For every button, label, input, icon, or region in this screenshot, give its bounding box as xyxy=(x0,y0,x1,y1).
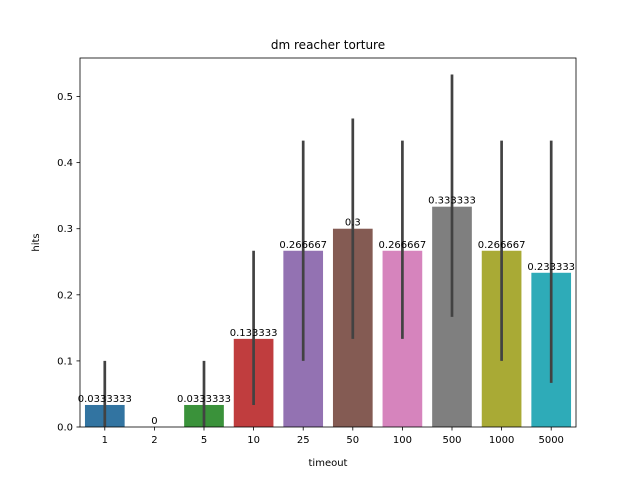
y-axis-label: hits xyxy=(31,233,42,251)
data-label-1: 0.0333333 xyxy=(78,394,132,405)
y-axis: 0.0 0.1 0.2 0.3 0.4 0.5 xyxy=(57,92,80,434)
data-label-2: 0 xyxy=(151,416,157,427)
y-tick-label: 0.2 xyxy=(57,290,73,301)
chart-title: dm reacher torture xyxy=(271,38,385,52)
error-bars-layer xyxy=(103,74,553,427)
data-label-10: 0.133333 xyxy=(230,328,278,339)
x-tick-label-50: 50 xyxy=(346,435,359,446)
data-label-100: 0.266667 xyxy=(379,240,427,251)
y-tick-label: 0.5 xyxy=(57,92,73,103)
data-label-5000: 0.233333 xyxy=(527,262,575,273)
y-tick-label: 0.0 xyxy=(57,423,73,434)
x-tick-label-1000: 1000 xyxy=(489,435,514,446)
y-tick-label: 0.4 xyxy=(57,158,73,169)
x-tick-label-25: 25 xyxy=(297,435,310,446)
x-tick-label-100: 100 xyxy=(393,435,412,446)
plot-frame xyxy=(79,57,577,428)
y-tick-label: 0.1 xyxy=(57,356,73,367)
data-labels-layer: 0.0333333 0 0.0333333 0.133333 0.266667 0.3 0.… xyxy=(78,196,575,427)
x-tick-label-10: 10 xyxy=(247,435,260,446)
data-label-500: 0.333333 xyxy=(428,196,476,207)
x-axis: 1 2 5 10 25 50 100 500 1000 5000 xyxy=(102,427,564,446)
x-tick-label-5: 5 xyxy=(201,435,207,446)
x-tick-label-2: 2 xyxy=(151,435,157,446)
data-label-50: 0.3 xyxy=(345,218,361,229)
data-label-1000: 0.266667 xyxy=(478,240,526,251)
data-label-25: 0.266667 xyxy=(279,240,327,251)
x-tick-label-5000: 5000 xyxy=(538,435,563,446)
x-tick-label-500: 500 xyxy=(442,435,461,446)
x-axis-label: timeout xyxy=(309,458,348,469)
y-tick-label: 0.3 xyxy=(57,224,73,235)
x-tick-label-1: 1 xyxy=(102,435,108,446)
data-label-5: 0.0333333 xyxy=(177,394,231,405)
